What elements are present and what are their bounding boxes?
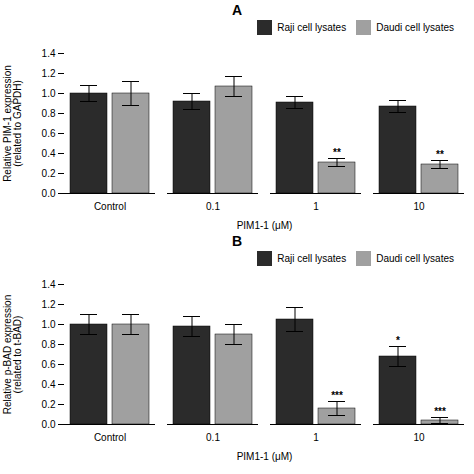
svg-text:1.4: 1.4 bbox=[42, 48, 56, 59]
svg-text:PIM1-1 (μM): PIM1-1 (μM) bbox=[237, 220, 293, 231]
svg-text:1.2: 1.2 bbox=[42, 68, 56, 79]
svg-text:***: *** bbox=[434, 406, 446, 417]
html-text:A: A bbox=[231, 2, 243, 18]
svg-text:0.4: 0.4 bbox=[42, 148, 56, 159]
svg-text:**: ** bbox=[333, 147, 341, 158]
svg-text:0.4: 0.4 bbox=[42, 379, 56, 390]
svg-text:Relative PIM-1 expression(rela: Relative PIM-1 expression(related to GAP… bbox=[2, 65, 23, 182]
svg-text:0.2: 0.2 bbox=[42, 168, 56, 179]
svg-text:***: *** bbox=[331, 390, 343, 401]
html-text:Daudi cell lysates: Daudi cell lysates bbox=[376, 21, 454, 33]
html-text:Raji cell lysates: Raji cell lysates bbox=[277, 252, 347, 264]
svg-text:1.2: 1.2 bbox=[42, 299, 56, 310]
svg-text:0.6: 0.6 bbox=[42, 359, 56, 370]
svg-text:1: 1 bbox=[313, 432, 319, 443]
svg-text:1.0: 1.0 bbox=[42, 319, 56, 330]
svg-text:1.0: 1.0 bbox=[42, 88, 56, 99]
svg-text:0.8: 0.8 bbox=[42, 108, 56, 119]
svg-text:10: 10 bbox=[413, 432, 425, 443]
svg-text:Control: Control bbox=[94, 201, 126, 212]
svg-text:10: 10 bbox=[413, 201, 425, 212]
svg-text:0.1: 0.1 bbox=[206, 432, 220, 443]
html-text:Daudi cell lysates: Daudi cell lysates bbox=[376, 252, 454, 264]
svg-text:0.2: 0.2 bbox=[42, 399, 56, 410]
svg-text:0.1: 0.1 bbox=[206, 201, 220, 212]
svg-text:0.0: 0.0 bbox=[42, 188, 56, 199]
svg-text:1: 1 bbox=[313, 201, 319, 212]
svg-text:**: ** bbox=[436, 149, 444, 160]
svg-text:Relative p-BAD expression(rela: Relative p-BAD expression(related to t-B… bbox=[2, 295, 23, 415]
svg-text:*: * bbox=[396, 335, 400, 346]
html-text:B: B bbox=[231, 233, 243, 249]
svg-text:1.4: 1.4 bbox=[42, 279, 56, 290]
svg-text:0.0: 0.0 bbox=[42, 419, 56, 430]
svg-text:0.6: 0.6 bbox=[42, 128, 56, 139]
svg-text:0.8: 0.8 bbox=[42, 339, 56, 350]
svg-text:PIM1-1 (μM): PIM1-1 (μM) bbox=[237, 451, 293, 462]
html-text:Raji cell lysates: Raji cell lysates bbox=[277, 21, 347, 33]
svg-text:Control: Control bbox=[94, 432, 126, 443]
